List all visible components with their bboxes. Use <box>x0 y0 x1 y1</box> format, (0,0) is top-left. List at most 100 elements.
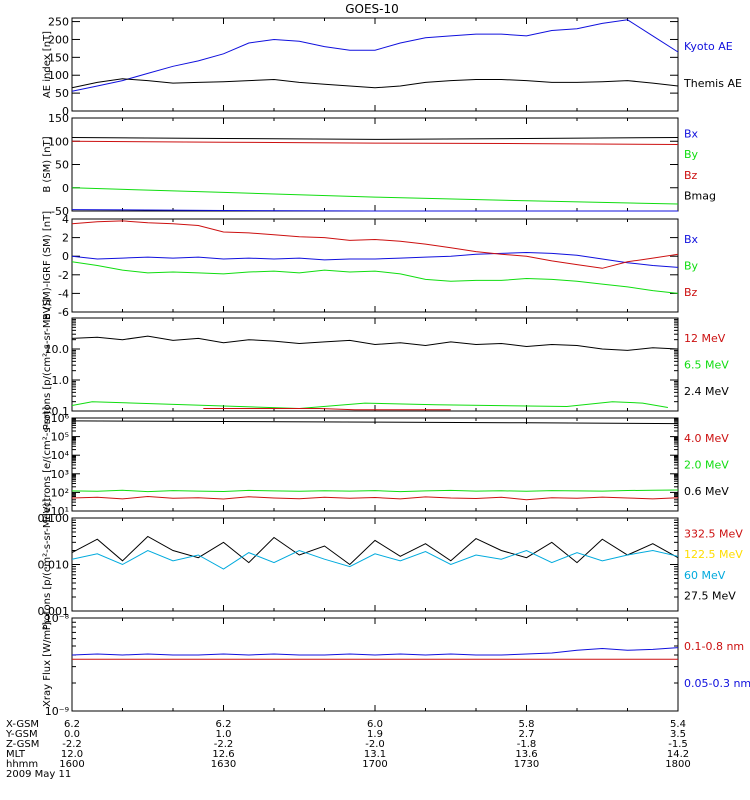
x-axis-row-value: 1700 <box>362 759 387 770</box>
series-bz <box>71 140 679 145</box>
series-4-0-mev <box>71 495 679 501</box>
series-by <box>71 187 679 205</box>
x-axis-row-value: 5.4 <box>670 719 686 730</box>
x-axis-row-value: 1630 <box>211 759 236 770</box>
y-tick-label: 0.1 <box>52 405 70 418</box>
x-axis-row-value: 1800 <box>665 759 690 770</box>
legend-entry: Bmag <box>684 190 716 203</box>
series-2-4-mev <box>71 335 679 351</box>
legend-entry: 2.4 MeV <box>684 385 729 398</box>
x-axis-row-value: 2.7 <box>519 729 535 740</box>
y-axis-label: Xray Flux [W/m²] <box>42 622 53 707</box>
y-tick-label: 0 <box>62 182 69 195</box>
y-tick-label: 10² <box>51 486 69 499</box>
y-tick-label: 150 <box>48 112 69 125</box>
panel-frame <box>71 617 679 712</box>
y-tick-label: 10¹ <box>51 505 69 518</box>
y-tick-label: 10³ <box>51 468 69 481</box>
y-tick-label: 0.100 <box>38 512 70 525</box>
y-tick-label: 4 <box>62 213 69 226</box>
legend-entry: 6.5 MeV <box>684 359 729 372</box>
x-axis-row-value: 1.9 <box>367 729 383 740</box>
x-axis-row-value: -1.5 <box>668 739 688 750</box>
series-27-5-mev <box>71 535 679 566</box>
series-60-mev <box>71 549 679 570</box>
legend-entry: 60 MeV <box>684 569 726 582</box>
x-axis-row-label: X-GSM <box>6 719 39 730</box>
legend-entry: 122.5 MeV <box>684 548 743 561</box>
y-tick-label: 100 <box>48 69 69 82</box>
y-axis-label: Electrons [e/(cm²-s-sr)] <box>42 407 53 523</box>
x-axis-row-value: 6.2 <box>64 719 80 730</box>
panel-frame <box>71 218 679 313</box>
series-6-5-mev <box>71 401 668 410</box>
legend-entry: Kyoto AE <box>684 40 733 53</box>
x-axis-date: 2009 May 11 <box>6 769 71 780</box>
legend-entry: 12 MeV <box>684 332 726 345</box>
y-tick-label: 10⁴ <box>51 449 70 462</box>
legend-entry: Bz <box>684 169 698 182</box>
y-tick-label: 10⁻⁸ <box>45 612 70 625</box>
y-tick-label: -2 <box>58 269 69 282</box>
x-axis-row-value: 12.0 <box>61 749 83 760</box>
series-themis-ae <box>71 78 679 89</box>
x-axis-row-value: -1.8 <box>517 739 537 750</box>
legend-entry: Themis AE <box>683 77 742 90</box>
series-0-05-0-3-nm <box>71 647 679 656</box>
series-bx <box>71 209 678 212</box>
x-axis-row-value: -2.2 <box>62 739 82 750</box>
series-by <box>71 261 679 294</box>
legend-entry: By <box>684 148 699 161</box>
y-tick-label: -6 <box>58 306 69 319</box>
y-axis-label: AE index [nT] <box>42 31 53 98</box>
legend-entry: 0.6 MeV <box>684 485 729 498</box>
series-bmag <box>71 137 679 140</box>
y-axis-label: Protons [p/(cm²-s-sr-MeV)] <box>42 499 53 631</box>
y-tick-label: 100 <box>48 135 69 148</box>
x-axis-row-label: hhmm <box>6 759 38 770</box>
x-axis-row-value: 0.0 <box>64 729 80 740</box>
x-axis-row-value: 5.8 <box>519 719 535 730</box>
x-axis-row-label: Z-GSM <box>6 739 39 750</box>
panel-frame <box>71 17 679 112</box>
x-axis-row-value: 6.2 <box>216 719 232 730</box>
panel-3: -6 -4 -2 0 2 4 B (SM)-IGRF (SM) [nT] Bx By Bz <box>42 211 699 320</box>
y-tick-label: 0.010 <box>38 559 70 572</box>
x-axis-row-label: MLT <box>6 749 26 760</box>
y-tick-label: 200 <box>48 33 69 46</box>
x-axis-row-value: 6.0 <box>367 719 383 730</box>
series-0-6-mev <box>71 420 679 425</box>
y-tick-label: 10⁶ <box>51 412 70 425</box>
series-kyoto-ae <box>71 19 679 92</box>
y-tick-label: 10.0 <box>45 343 70 356</box>
series-bx <box>71 251 679 268</box>
legend-entry: By <box>684 260 699 273</box>
series-2-0-mev <box>71 489 679 493</box>
panel-frame <box>71 317 679 412</box>
x-axis-row-value: 13.1 <box>364 749 386 760</box>
x-axis-row-label: Y-GSM <box>5 729 38 740</box>
y-tick-label: 10⁻⁹ <box>45 705 69 718</box>
legend-entry: 0.1-0.8 nm <box>684 640 744 653</box>
panel-frame <box>71 517 679 612</box>
x-axis-row-value: 13.6 <box>515 749 537 760</box>
x-axis-row-value: 1.0 <box>216 729 232 740</box>
y-tick-label: 50 <box>55 87 69 100</box>
x-axis-table: X-GSM 6.2 6.2 6.0 5.8 5.4 Y-GSM 0.0 1.0 1.9 2.7 3.5… <box>5 719 691 780</box>
legend-entry: 332.5 MeV <box>684 528 743 541</box>
legend-entry: 27.5 MeV <box>684 590 736 603</box>
y-tick-label: 1.0 <box>52 374 70 387</box>
y-tick-label: -4 <box>58 287 69 300</box>
x-axis-row-value: -2.2 <box>214 739 234 750</box>
x-axis-row-value: 14.2 <box>667 749 689 760</box>
y-tick-label: 50 <box>55 159 69 172</box>
y-tick-label: -50 <box>51 205 69 218</box>
y-tick-label: 2 <box>62 232 69 245</box>
x-axis-row-value: 12.6 <box>212 749 234 760</box>
